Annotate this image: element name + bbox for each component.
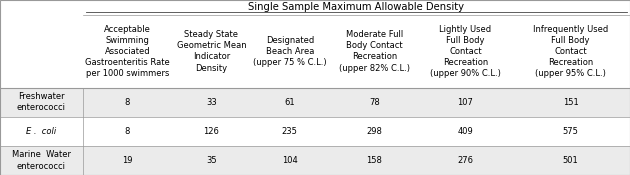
Text: 151: 151 [563, 98, 578, 107]
Text: 276: 276 [457, 156, 474, 165]
Bar [0, 0, 630, 88]
Text: 78: 78 [369, 98, 380, 107]
Text: Marine  Water
enterococci: Marine Water enterococci [12, 150, 71, 171]
Text: Acceptable
Swimming
Associated
Gastroenteritis Rate
per 1000 swimmers: Acceptable Swimming Associated Gastroent… [85, 25, 169, 78]
Text: E .  coli: E . coli [26, 127, 57, 136]
Text: 409: 409 [457, 127, 473, 136]
Text: 298: 298 [367, 127, 382, 136]
Text: 19: 19 [122, 156, 133, 165]
Text: Steady State
Geometric Mean
Indicator
Density: Steady State Geometric Mean Indicator De… [176, 30, 246, 73]
Text: Infrequently Used
Full Body
Contact
Recreation
(upper 95% C.L.): Infrequently Used Full Body Contact Recr… [533, 25, 608, 78]
Text: 126: 126 [203, 127, 219, 136]
Text: 158: 158 [367, 156, 382, 165]
Bar [0, 88, 630, 117]
Text: 61: 61 [285, 98, 295, 107]
Bar [0, 117, 630, 146]
Text: 501: 501 [563, 156, 578, 165]
Text: Freshwater
enterococci: Freshwater enterococci [17, 92, 66, 113]
Text: 235: 235 [282, 127, 298, 136]
Text: 107: 107 [457, 98, 473, 107]
Bar [0, 146, 630, 175]
Text: 35: 35 [206, 156, 217, 165]
Text: 104: 104 [282, 156, 298, 165]
Text: 8: 8 [125, 98, 130, 107]
Text: Single Sample Maximum Allowable Density: Single Sample Maximum Allowable Density [248, 2, 464, 12]
Text: 33: 33 [206, 98, 217, 107]
Text: Moderate Full
Body Contact
Recreation
(upper 82% C.L.): Moderate Full Body Contact Recreation (u… [339, 30, 410, 73]
Text: 575: 575 [563, 127, 578, 136]
Text: Designated
Beach Area
(upper 75 % C.L.): Designated Beach Area (upper 75 % C.L.) [253, 36, 326, 67]
Text: 8: 8 [125, 127, 130, 136]
Text: Lightly Used
Full Body
Contact
Recreation
(upper 90% C.L.): Lightly Used Full Body Contact Recreatio… [430, 25, 501, 78]
